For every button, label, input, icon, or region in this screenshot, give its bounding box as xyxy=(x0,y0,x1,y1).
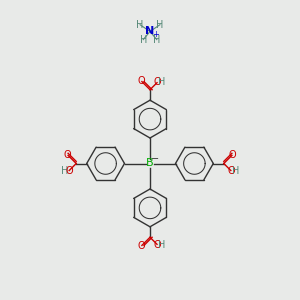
Text: B: B xyxy=(146,158,154,169)
Text: O: O xyxy=(138,76,146,86)
Text: O: O xyxy=(138,241,146,251)
Text: O: O xyxy=(65,166,73,176)
Text: H: H xyxy=(232,166,239,176)
Text: H: H xyxy=(158,77,166,87)
Text: H: H xyxy=(156,20,164,30)
Text: H: H xyxy=(140,34,147,45)
Text: −: − xyxy=(151,154,159,164)
Text: H: H xyxy=(158,240,166,250)
Text: H: H xyxy=(61,166,68,176)
Text: +: + xyxy=(152,30,158,39)
Text: N: N xyxy=(146,26,154,37)
Text: O: O xyxy=(63,150,71,160)
Text: O: O xyxy=(154,77,161,87)
Text: H: H xyxy=(136,20,144,30)
Text: O: O xyxy=(229,150,237,160)
Text: O: O xyxy=(154,240,161,250)
Text: H: H xyxy=(153,34,160,45)
Text: O: O xyxy=(227,166,235,176)
